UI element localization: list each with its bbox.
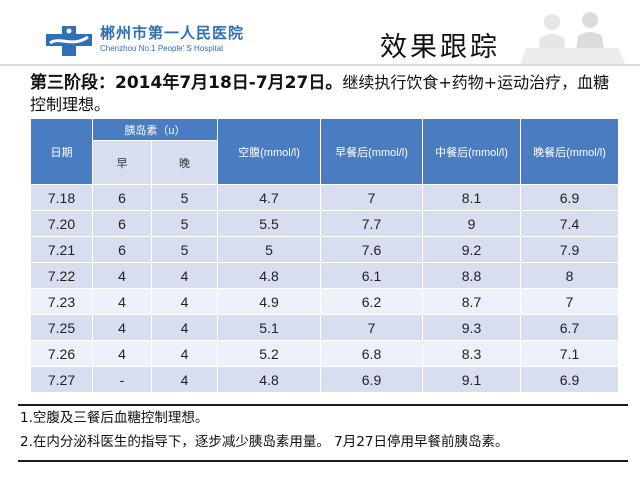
hospital-cross-logo-icon	[42, 24, 94, 58]
cell-after-lunch: 8.8	[422, 262, 521, 289]
stage-headline: 第三阶段：2014年7月18日-7月27日。	[30, 73, 343, 93]
cell-after-dinner: 6.9	[520, 366, 619, 393]
cell-insulin-morning: 4	[92, 340, 152, 367]
cell-insulin-morning: -	[92, 366, 152, 393]
header-insulin-morning: 早	[92, 140, 152, 185]
cell-after-lunch: 8.7	[422, 288, 521, 315]
stage-detail: 继续执行饮食+药物+运动治疗，血糖控制理想。	[30, 73, 610, 114]
cell-after-lunch: 8.1	[422, 184, 521, 211]
cell-fasting: 4.8	[217, 366, 321, 393]
cell-insulin-evening: 5	[151, 184, 218, 211]
cell-after-dinner: 7.9	[520, 236, 619, 263]
cell-date: 7.20	[30, 210, 93, 237]
cell-insulin-evening: 4	[151, 314, 218, 341]
header-date: 日期	[30, 118, 93, 185]
blood-glucose-table: 日期 胰岛素（u） 空腹(mmol/l) 早餐后(mmol/l) 中餐后(mmo…	[30, 118, 619, 393]
cell-fasting: 4.8	[217, 262, 321, 289]
note-item: 2.在内分泌科医生的指导下，逐步减少胰岛素用量。 7月27日停用早餐前胰岛素。	[20, 434, 509, 450]
cell-date: 7.26	[30, 340, 93, 367]
cell-after-lunch: 8.3	[422, 340, 521, 367]
table-row: 7.23 4 4 4.9 6.2 8.7 7	[30, 288, 619, 315]
table-row: 7.18 6 5 4.7 7 8.1 6.9	[30, 184, 619, 211]
table-row: 7.25 4 4 5.1 7 9.3 6.7	[30, 314, 619, 341]
header-after-lunch: 中餐后(mmol/l)	[422, 118, 521, 185]
header-after-dinner: 晚餐后(mmol/l)	[520, 118, 619, 185]
hospital-name-en: Chenzhou No.1 People' S Hospital	[100, 44, 223, 53]
cell-date: 7.22	[30, 262, 93, 289]
cell-date: 7.21	[30, 236, 93, 263]
business-people-decor-icon	[520, 12, 626, 66]
cell-after-breakfast: 7.7	[320, 210, 423, 237]
cell-after-lunch: 9.1	[422, 366, 521, 393]
table-row: 7.20 6 5 5.5 7.7 9 7.4	[30, 210, 619, 237]
cell-insulin-evening: 4	[151, 288, 218, 315]
cell-date: 7.23	[30, 288, 93, 315]
cell-after-breakfast: 7.6	[320, 236, 423, 263]
cell-insulin-morning: 4	[92, 288, 152, 315]
cell-after-breakfast: 6.2	[320, 288, 423, 315]
cell-insulin-morning: 6	[92, 210, 152, 237]
cell-after-breakfast: 6.1	[320, 262, 423, 289]
header-fasting: 空腹(mmol/l)	[217, 118, 321, 185]
cell-insulin-morning: 4	[92, 314, 152, 341]
cell-fasting: 5.2	[217, 340, 321, 367]
notes-box: 1.空腹及三餐后血糖控制理想。 2.在内分泌科医生的指导下，逐步减少胰岛素用量。…	[18, 404, 628, 462]
slide-header: 郴州市第一人民医院 Chenzhou No.1 People' S Hospit…	[0, 0, 640, 66]
cell-after-lunch: 9.2	[422, 236, 521, 263]
cell-after-breakfast: 6.8	[320, 340, 423, 367]
table-body: 7.18 6 5 4.7 7 8.1 6.9 7.20 6 5 5.5 7.7 9 7.4 7.21 6 5 5 7…	[30, 184, 619, 393]
cell-insulin-morning: 6	[92, 236, 152, 263]
cell-date: 7.25	[30, 314, 93, 341]
cell-after-dinner: 8	[520, 262, 619, 289]
header-insulin: 胰岛素（u）	[92, 118, 218, 141]
cell-after-lunch: 9.3	[422, 314, 521, 341]
cell-after-dinner: 6.7	[520, 314, 619, 341]
cell-after-lunch: 9	[422, 210, 521, 237]
cell-insulin-evening: 4	[151, 262, 218, 289]
table-row: 7.26 4 4 5.2 6.8 8.3 7.1	[30, 340, 619, 367]
cell-insulin-evening: 5	[151, 236, 218, 263]
cell-fasting: 5.1	[217, 314, 321, 341]
cell-insulin-evening: 4	[151, 340, 218, 367]
table-row: 7.27-4 4.8 6.9 9.1 6.9	[30, 366, 619, 393]
cell-date: 7.27	[30, 366, 93, 393]
cell-after-dinner: 7	[520, 288, 619, 315]
cell-after-dinner: 7.1	[520, 340, 619, 367]
cell-insulin-evening: 4	[151, 366, 218, 393]
slide-title: 效果跟踪	[380, 32, 500, 63]
cell-fasting: 5.5	[217, 210, 321, 237]
table-row: 7.22 4 4 4.8 6.1 8.8 8	[30, 262, 619, 289]
header-insulin-evening: 晚	[151, 140, 218, 185]
cell-insulin-morning: 6	[92, 184, 152, 211]
stage-description: 第三阶段：2014年7月18日-7月27日。继续执行饮食+药物+运动治疗，血糖控…	[30, 72, 620, 116]
header-after-breakfast: 早餐后(mmol/l)	[320, 118, 423, 185]
cell-after-breakfast: 7	[320, 184, 423, 211]
cell-date: 7.18	[30, 184, 93, 211]
cell-fasting: 4.9	[217, 288, 321, 315]
cell-fasting: 5	[217, 236, 321, 263]
hospital-name: 郴州市第一人民医院	[100, 24, 245, 42]
note-item: 1.空腹及三餐后血糖控制理想。	[20, 410, 209, 426]
cell-insulin-morning: 4	[92, 262, 152, 289]
cell-after-dinner: 7.4	[520, 210, 619, 237]
cell-after-breakfast: 7	[320, 314, 423, 341]
table-row: 7.21 6 5 5 7.6 9.2 7.9	[30, 236, 619, 263]
cell-after-dinner: 6.9	[520, 184, 619, 211]
header-divider	[0, 64, 640, 66]
cell-fasting: 4.7	[217, 184, 321, 211]
cell-after-breakfast: 6.9	[320, 366, 423, 393]
cell-insulin-evening: 5	[151, 210, 218, 237]
